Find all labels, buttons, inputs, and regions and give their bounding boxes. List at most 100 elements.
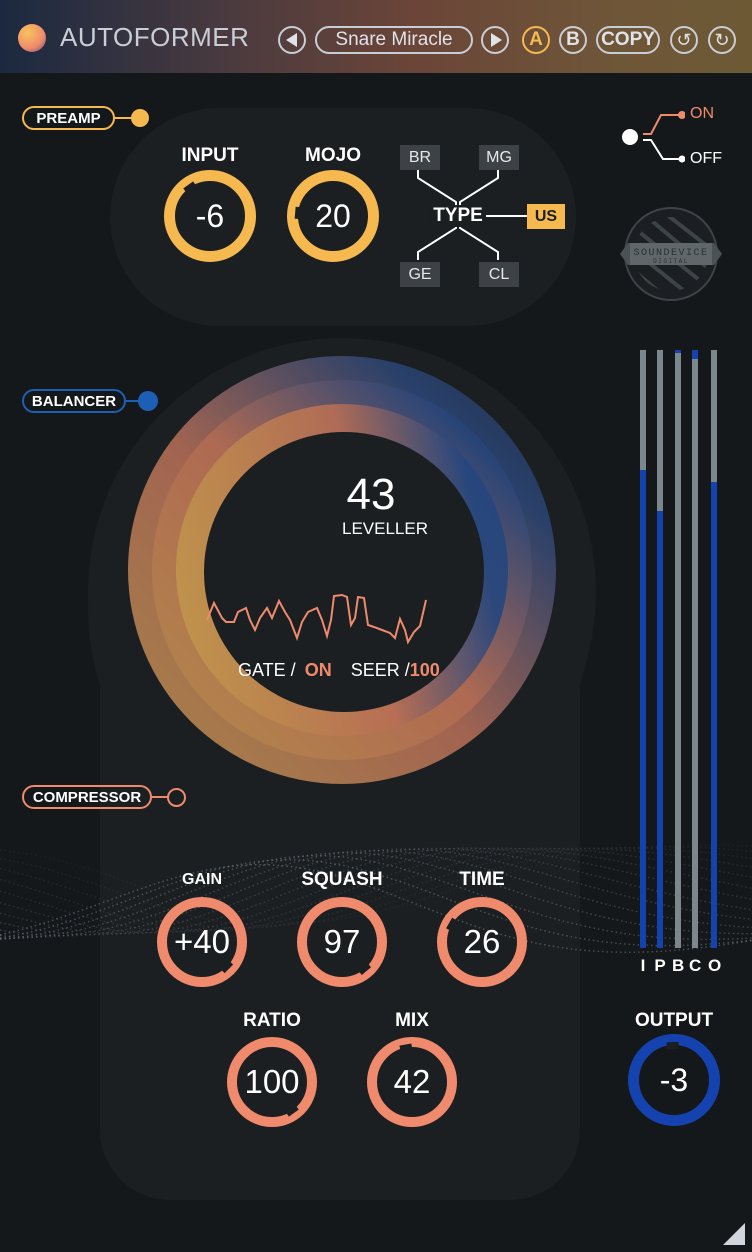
compressor-connector: [150, 796, 168, 798]
particle-line: [0, 849, 752, 938]
gain-knob[interactable]: +40: [155, 895, 249, 989]
leveller-label: LEVELLER: [342, 519, 428, 538]
knob-pointer: [666, 1041, 679, 1050]
meter-label: O: [708, 956, 722, 975]
app-title: AUTOFORMER: [60, 22, 250, 52]
mojo-knob[interactable]: 20: [285, 168, 381, 264]
output-label: OUTPUT: [634, 1010, 714, 1031]
knob-pointer: [399, 1043, 413, 1053]
particle-wave-background: [0, 844, 752, 953]
preamp-connector: [113, 117, 133, 119]
triangle-right-icon: [491, 33, 502, 47]
particle-line: [0, 846, 752, 927]
type-option-ge[interactable]: GE: [400, 262, 440, 287]
knob-pointer: [357, 961, 372, 975]
input-knob[interactable]: -6: [162, 168, 258, 264]
gate-value[interactable]: ON: [304, 660, 332, 680]
balancer-toggle[interactable]: BALANCER: [22, 389, 126, 413]
particle-line: [0, 847, 752, 936]
particle-line: [0, 864, 752, 953]
ab-b-button[interactable]: B: [559, 26, 587, 54]
meter-fill: [711, 481, 717, 948]
meter-p: [657, 350, 663, 948]
mojo-value: 20: [315, 197, 351, 234]
mix-value: 42: [393, 1063, 431, 1100]
undo-button[interactable]: ↺: [670, 26, 698, 54]
knob-ring: [287, 170, 379, 262]
type-option-mg[interactable]: MG: [479, 145, 519, 170]
time-knob[interactable]: 26: [435, 895, 529, 989]
power-off-label[interactable]: OFF: [690, 150, 722, 167]
gain-value: +40: [174, 923, 230, 960]
meter-label: B: [672, 956, 685, 975]
knob-ring: [227, 1037, 317, 1127]
power-on-label[interactable]: ON: [690, 105, 714, 122]
balancer-display: [128, 356, 556, 784]
power-switch[interactable]: [615, 100, 685, 170]
meter-i: [640, 350, 646, 948]
type-option-us[interactable]: US: [527, 204, 565, 229]
knob-ring: [437, 897, 527, 987]
gain-label: GAIN: [182, 871, 222, 888]
output-value: -3: [659, 1061, 689, 1098]
gate-seer-readout: GATE / ON SEER /100: [238, 660, 440, 681]
particle-line: [0, 847, 752, 931]
compressor-toggle[interactable]: COMPRESSOR: [22, 785, 152, 809]
knob-pointer: [183, 181, 198, 195]
knob-ring: [367, 1037, 457, 1127]
meter-label: P: [654, 956, 666, 975]
seer-value[interactable]: 100: [409, 660, 440, 680]
meter-label: C: [689, 956, 702, 975]
gate-label: GATE /: [238, 660, 296, 680]
squash-knob[interactable]: 97: [295, 895, 389, 989]
meter-fill: [640, 469, 646, 948]
ratio-knob[interactable]: 100: [225, 1035, 319, 1129]
type-option-cl[interactable]: CL: [479, 262, 519, 287]
time-value: 26: [463, 923, 501, 960]
knob-pointer: [284, 1103, 299, 1117]
knob-ring: [628, 1034, 720, 1126]
prev-preset-button[interactable]: [278, 26, 306, 54]
mix-label: MIX: [395, 1010, 429, 1031]
svg-text:SOUNDEVICE: SOUNDEVICE: [633, 248, 708, 259]
undo-icon: ↺: [676, 29, 692, 50]
copy-button[interactable]: COPY: [596, 26, 660, 54]
meter-c: [692, 350, 698, 948]
ab-a-button[interactable]: A: [522, 26, 550, 54]
leveller-value[interactable]: 43: [346, 470, 396, 519]
output-knob[interactable]: -3: [626, 1032, 722, 1128]
redo-icon: ↻: [714, 29, 730, 50]
mojo-label: MOJO: [305, 145, 361, 166]
input-value: -6: [195, 197, 225, 234]
squash-label: SQUASH: [301, 869, 383, 890]
balancer-connector: [124, 400, 140, 402]
redo-button[interactable]: ↻: [708, 26, 736, 54]
meter-b: [675, 350, 681, 948]
header-bar: AUTOFORMER Snare Miracle A B COPY ↺ ↻: [0, 0, 752, 73]
type-option-br[interactable]: BR: [400, 145, 440, 170]
leveller-waveform: [206, 593, 427, 645]
compressor-disabled-dot[interactable]: [167, 788, 186, 807]
logo-icon: [18, 24, 46, 52]
meter-fill: [675, 350, 681, 353]
knob-pointer: [219, 959, 234, 974]
resize-handle[interactable]: [723, 1223, 745, 1245]
preamp-toggle[interactable]: PREAMP: [22, 106, 115, 130]
next-preset-button[interactable]: [481, 26, 509, 54]
input-label: INPUT: [181, 145, 239, 166]
meter-fill: [657, 511, 663, 948]
particle-line: [0, 847, 752, 933]
type-label: TYPE: [431, 205, 485, 227]
svg-text:DIGITAL: DIGITAL: [653, 258, 689, 265]
particle-line: [0, 847, 752, 934]
knob-pointer: [446, 917, 459, 932]
knob-pointer: [294, 206, 303, 220]
knob-ring: [164, 170, 256, 262]
preset-selector[interactable]: Snare Miracle: [315, 26, 473, 54]
balancer-enabled-dot[interactable]: [138, 391, 158, 411]
knob-ring: [157, 897, 247, 987]
brand-logo: SOUNDEVICE DIGITAL: [620, 207, 722, 301]
preamp-enabled-dot[interactable]: [131, 109, 149, 127]
meter-label: I: [640, 956, 646, 975]
mix-knob[interactable]: 42: [365, 1035, 459, 1129]
